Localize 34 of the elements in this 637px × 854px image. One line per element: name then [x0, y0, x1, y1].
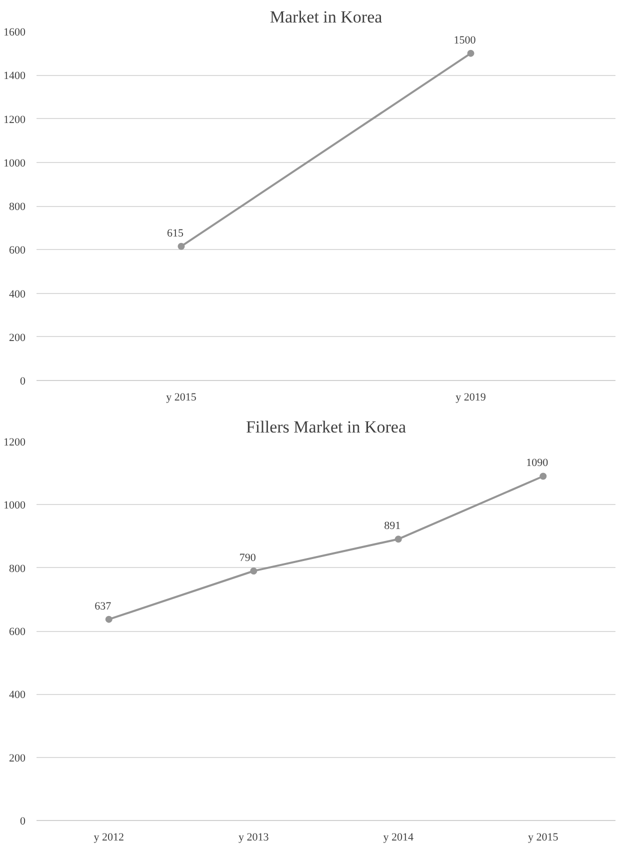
- y-tick-label: 400: [9, 288, 26, 300]
- data-label: 790: [239, 552, 256, 564]
- y-tick-label: 200: [9, 752, 26, 764]
- point: [394, 536, 402, 543]
- x-tick-label: y 2014: [383, 832, 414, 844]
- x-tick-label: y 2012: [94, 832, 124, 844]
- data-label: 891: [384, 520, 401, 532]
- y-tick-label: 200: [9, 332, 26, 344]
- data-label: 615: [167, 227, 184, 240]
- y-tick-label: 1200: [4, 114, 26, 126]
- x-tick-label: y 2019: [456, 392, 486, 404]
- y-tick-label: 1600: [4, 26, 26, 38]
- x-tick-label: y 2015: [528, 832, 559, 844]
- y-tick-label: 600: [9, 244, 26, 257]
- y-tick-label: 0: [20, 816, 26, 828]
- y-tick-label: 400: [9, 689, 26, 702]
- y-tick-label: 800: [9, 562, 26, 575]
- y-tick-label: 1000: [4, 157, 26, 170]
- data-label: 637: [94, 600, 112, 612]
- y-tick-label: 800: [9, 201, 26, 213]
- point: [250, 568, 258, 574]
- y-tick-label: 1000: [4, 500, 26, 512]
- y-tick-label: 0: [20, 376, 26, 388]
- data-label: 1090: [526, 457, 549, 470]
- x-tick-label: y 2013: [238, 832, 270, 844]
- point: [540, 472, 547, 480]
- point: [105, 616, 112, 623]
- y-tick-label: 1400: [4, 70, 26, 82]
- chart-title: Market in Korea: [270, 8, 383, 26]
- data-label: 1500: [454, 34, 476, 46]
- y-tick-label: 600: [9, 626, 26, 638]
- x-tick-label: y 2015: [166, 392, 197, 404]
- chart-title: Fillers Market in Korea: [246, 418, 406, 436]
- y-tick-label: 1200: [4, 436, 26, 448]
